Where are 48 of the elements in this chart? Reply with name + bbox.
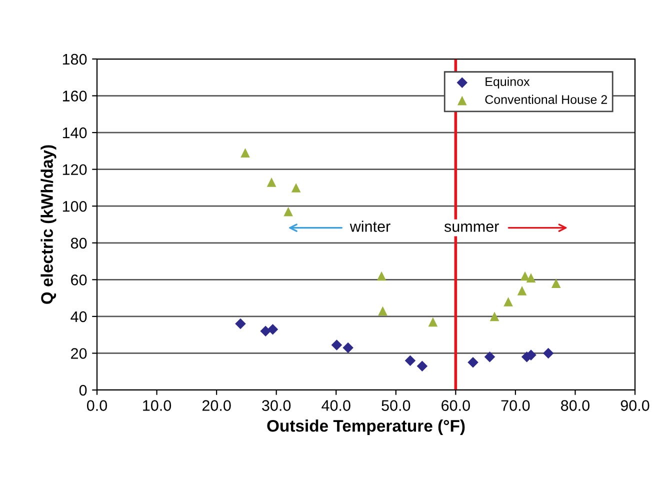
x-tick-label: 10.0	[143, 400, 172, 411]
x-tick-label: 80.0	[561, 400, 590, 411]
y-tick-label: 160	[62, 90, 87, 102]
point	[331, 340, 342, 350]
legend-label: Conventional House 2	[485, 94, 607, 104]
x-tick-label: 50.0	[382, 400, 410, 411]
point	[266, 178, 276, 187]
x-tick-label: 30.0	[262, 400, 291, 411]
x-tick-label: 20.0	[202, 400, 231, 411]
point	[284, 206, 293, 216]
y-tick-label: 180	[62, 54, 87, 65]
point	[235, 318, 246, 330]
annotation: winter	[350, 220, 390, 232]
y-tick-label: 120	[62, 164, 87, 176]
point	[260, 326, 271, 337]
point	[517, 286, 527, 296]
y-tick-label: 0	[79, 384, 87, 396]
point	[504, 297, 513, 306]
point	[416, 360, 428, 372]
point	[291, 183, 301, 192]
x-tick-label: 90.0	[620, 400, 650, 411]
point	[551, 278, 561, 288]
annotation: summer	[444, 224, 499, 232]
x-tick-label: 60.0	[442, 400, 470, 411]
y-tick-label: 40	[70, 311, 87, 322]
point	[468, 357, 478, 368]
legend-label: Equinox	[486, 76, 530, 89]
y-axis-title: Q electric (kWh/day)	[40, 145, 56, 304]
y-tick-label: 60	[71, 274, 87, 286]
point	[267, 324, 278, 335]
point	[342, 342, 354, 354]
x-tick-label: 70.0	[501, 400, 530, 411]
point	[404, 355, 416, 366]
y-tick-label: 100	[62, 200, 87, 212]
x-tick-label: 0.0	[86, 400, 108, 411]
y-tick-label: 80	[70, 238, 87, 249]
y-tick-label: 140	[62, 127, 87, 138]
point	[490, 312, 500, 322]
point	[484, 352, 496, 362]
x-tick-label: 40.0	[322, 400, 350, 411]
x-axis-title: Outside Temperature (°F)	[267, 420, 465, 436]
point	[378, 306, 388, 316]
point	[376, 271, 386, 281]
point	[526, 273, 536, 282]
point	[240, 148, 250, 158]
y-tick-label: 20	[71, 348, 87, 359]
point	[428, 317, 438, 327]
point	[542, 348, 554, 359]
